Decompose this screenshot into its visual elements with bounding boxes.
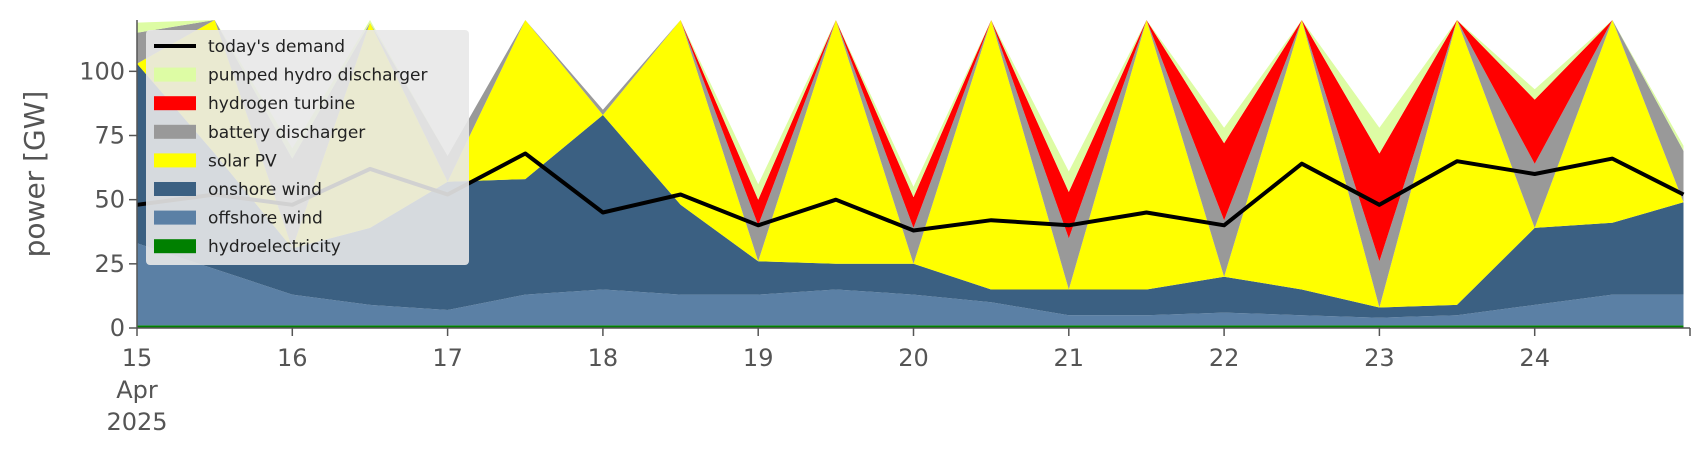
legend-label: today's demand bbox=[208, 37, 345, 57]
legend-box bbox=[146, 30, 469, 265]
x-tick-label: 19 bbox=[743, 344, 774, 372]
y-axis-label: power [GW] bbox=[18, 91, 51, 258]
area-offshore-wind bbox=[137, 243, 1684, 326]
x-tick-label: 17 bbox=[432, 344, 463, 372]
legend-label: solar PV bbox=[208, 151, 277, 171]
x-tick-label: 23 bbox=[1364, 344, 1395, 372]
legend-swatch bbox=[154, 124, 196, 139]
y-ticks: 0 25 50 75 100 bbox=[79, 57, 137, 342]
legend-label: battery discharger bbox=[208, 123, 365, 143]
legend-label: hydroelectricity bbox=[208, 237, 341, 257]
area-solar-pv bbox=[137, 20, 1684, 308]
y-tick-label: 75 bbox=[94, 122, 125, 150]
x-tick-label: 18 bbox=[588, 344, 619, 372]
x-tick-label: Apr bbox=[116, 376, 158, 404]
x-tick-label: 2025 bbox=[106, 408, 167, 436]
area-onshore-wind bbox=[137, 63, 1684, 318]
legend-label: onshore wind bbox=[208, 180, 322, 200]
legend-swatch bbox=[154, 239, 196, 254]
legend-label: offshore wind bbox=[208, 209, 323, 229]
legend-swatch bbox=[154, 96, 196, 111]
x-tick-label: 20 bbox=[898, 344, 929, 372]
x-tick-label: 15 bbox=[122, 344, 153, 372]
area-hydrogen-turbine bbox=[137, 20, 1684, 262]
legend-label: pumped hydro discharger bbox=[208, 66, 427, 86]
legend-swatch bbox=[154, 182, 196, 196]
y-tick-label: 50 bbox=[94, 186, 125, 214]
x-tick-label: 22 bbox=[1209, 344, 1240, 372]
y-tick-label: 0 bbox=[110, 314, 125, 342]
legend-swatch bbox=[154, 153, 196, 168]
x-tick-label: 16 bbox=[277, 344, 308, 372]
y-tick-label: 100 bbox=[79, 57, 125, 85]
legend-label: hydrogen turbine bbox=[208, 94, 355, 114]
y-tick-label: 25 bbox=[94, 250, 125, 278]
legend-swatch bbox=[154, 67, 196, 82]
x-tick-label: 21 bbox=[1054, 344, 1085, 372]
legend-swatch bbox=[154, 210, 196, 225]
legend: today's demand pumped hydro discharger hyd… bbox=[146, 30, 469, 265]
x-tick-label: 24 bbox=[1519, 344, 1550, 372]
x-ticks: 15 Apr 2025 16 17 18 19 20 21 22 23 24 bbox=[106, 328, 1691, 436]
